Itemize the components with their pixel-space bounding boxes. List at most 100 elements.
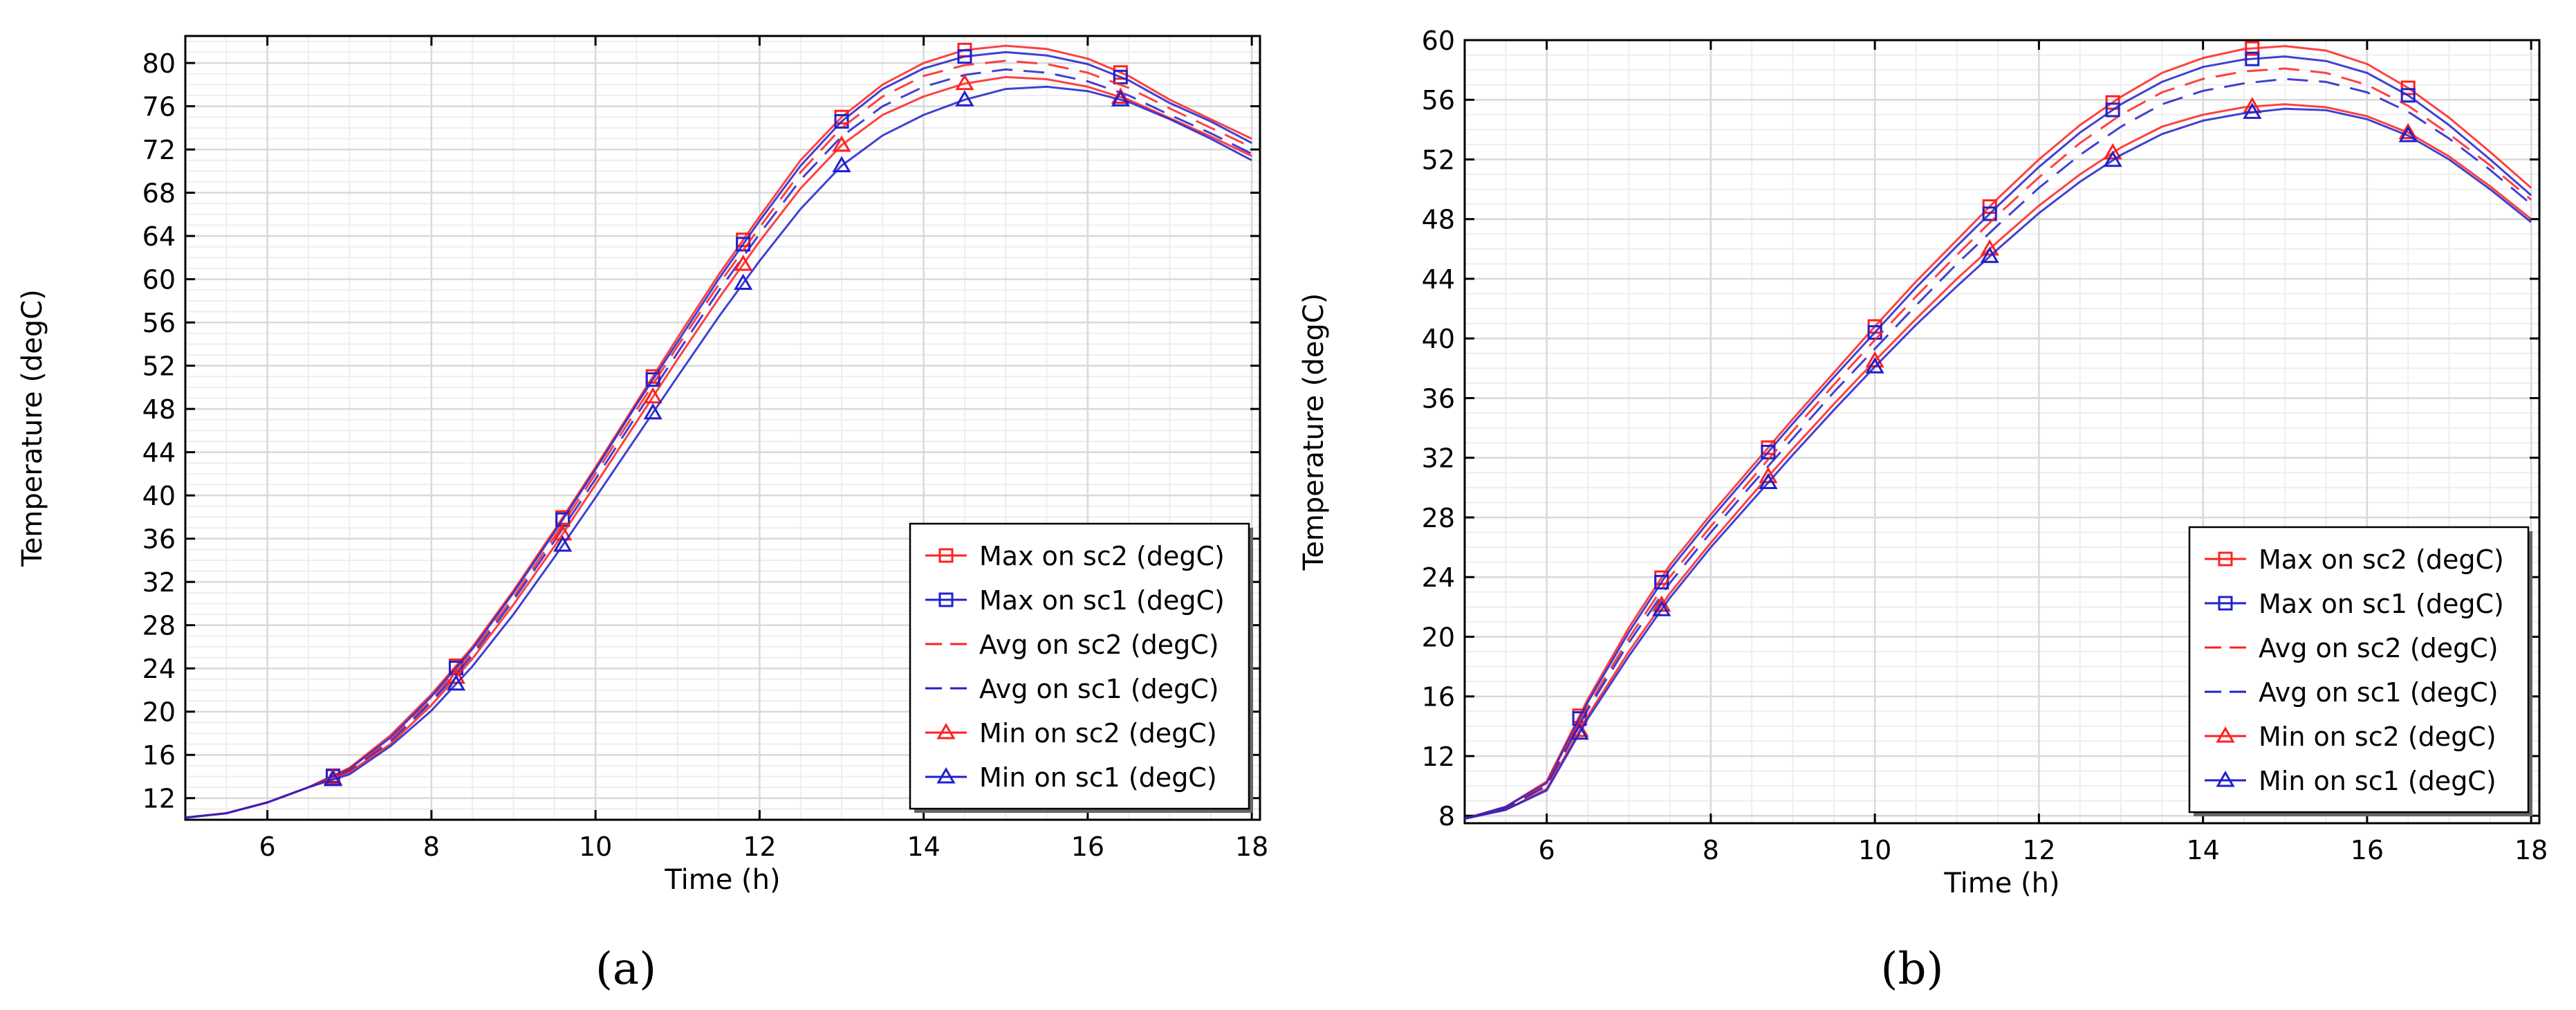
series-marker-triangle — [553, 535, 573, 552]
series-marker-triangle — [1652, 600, 1671, 616]
chart-panel-b: 8 12 16 20 24 28 32 36 40 44 48 52 56 60 6 8 10 12 14 16 18 T… — [1298, 26, 2548, 995]
series-marker-triangle — [1111, 87, 1130, 104]
series-line-3 — [1464, 77, 2532, 820]
x-tick-label: 16 — [2351, 835, 2384, 865]
y-tick-label: 20 — [1422, 622, 1455, 652]
series-line-5 — [1464, 107, 2532, 820]
y-tick-label: 60 — [142, 265, 176, 295]
series-marker-square — [2245, 41, 2260, 56]
y-tick-label: 32 — [142, 567, 176, 598]
y-tick-label: 28 — [1422, 503, 1455, 533]
x-tick-label: 18 — [2514, 835, 2548, 865]
x-axis-label: Time (h) — [664, 864, 780, 896]
y-tick-label: 12 — [1422, 742, 1455, 772]
series-marker-triangle — [1759, 472, 1778, 490]
x-tick-label: 6 — [1539, 835, 1555, 865]
legend-box — [909, 522, 1250, 810]
series-marker-triangle — [1570, 720, 1589, 737]
legend-marker-triangle — [936, 723, 956, 740]
series-marker-square — [1654, 575, 1669, 590]
y-tick-label: 40 — [1422, 324, 1455, 354]
x-tick-label: 12 — [743, 832, 776, 862]
y-tick-label: 36 — [142, 524, 176, 555]
y-tick-label: 44 — [142, 438, 176, 468]
x-tick-label: 14 — [907, 832, 940, 862]
series-marker-triangle — [832, 156, 851, 173]
x-tick-label: 10 — [1858, 835, 1891, 865]
y-tick-label: 52 — [1422, 145, 1455, 175]
x-tick-label: 8 — [1703, 835, 1719, 865]
y-tick-label: 32 — [1422, 443, 1455, 474]
legend-marker-triangle — [936, 767, 956, 784]
series-marker-triangle — [734, 255, 753, 271]
axis-frame — [1463, 39, 2541, 825]
x-tick-label: 14 — [2186, 835, 2219, 865]
series-marker-triangle — [2398, 122, 2418, 140]
series-marker-triangle — [955, 90, 974, 107]
x-tick-label: 10 — [579, 832, 612, 862]
series-line-1 — [185, 50, 1252, 819]
legend-marker-square — [2218, 596, 2233, 611]
legend-marker-square — [938, 548, 954, 563]
y-tick-label: 56 — [1422, 85, 1455, 116]
y-tick-label: 24 — [142, 654, 176, 684]
panel-label: (a) — [595, 944, 656, 995]
series-line-4 — [185, 75, 1252, 819]
legend-entry-label: Min on sc1 (degC) — [2259, 766, 2496, 796]
series-marker-square — [1982, 206, 1997, 221]
series-marker-square — [957, 49, 972, 64]
series-marker-triangle — [1980, 239, 1999, 256]
legend-entry-label: Min on sc2 (degC) — [2259, 722, 2496, 752]
y-tick-label: 52 — [142, 351, 176, 382]
y-tick-label: 64 — [142, 221, 176, 252]
legend-box — [2188, 526, 2530, 814]
series-marker-triangle — [1865, 357, 1884, 374]
x-tick-label: 18 — [1235, 832, 1268, 862]
series-marker-square — [2245, 51, 2260, 66]
series-marker-square — [2400, 80, 2416, 95]
legend-entry-label: Max on sc1 (degC) — [979, 585, 1225, 616]
series-marker-triangle — [323, 769, 343, 787]
x-tick-label: 12 — [2022, 835, 2055, 865]
legend-entry-label: Avg on sc2 (degC) — [2259, 633, 2499, 663]
series-line-0 — [1464, 45, 2532, 820]
legend-entry-label: Avg on sc1 (degC) — [2259, 677, 2499, 708]
legend-marker-square — [2218, 551, 2233, 567]
series-marker-square — [834, 113, 849, 129]
y-tick-label: 24 — [1422, 562, 1455, 593]
series-marker-triangle — [643, 403, 662, 420]
legend-marker-triangle — [2216, 771, 2235, 787]
legend-marker-triangle — [2216, 726, 2235, 743]
legend-entry-label: Avg on sc1 (degC) — [979, 674, 1219, 704]
series-marker-triangle — [832, 135, 851, 152]
series-marker-triangle — [1980, 246, 1999, 264]
y-axis-label: Temperature (degC) — [1298, 293, 1330, 571]
series-marker-triangle — [2103, 143, 2122, 160]
x-axis-label: Time (h) — [1943, 867, 2059, 899]
y-tick-label: 48 — [142, 394, 176, 425]
legend-entry-label: Max on sc2 (degC) — [2259, 544, 2504, 575]
x-tick-label: 6 — [259, 832, 276, 862]
panel-label: (b) — [1881, 944, 1944, 995]
y-tick-label: 44 — [1422, 264, 1455, 295]
legend-entry-label: Min on sc1 (degC) — [979, 762, 1217, 793]
y-tick-label: 80 — [142, 48, 176, 79]
y-tick-label: 72 — [142, 135, 176, 165]
series-marker-triangle — [734, 273, 753, 291]
y-tick-label: 68 — [142, 178, 176, 209]
series-marker-triangle — [2398, 126, 2418, 143]
y-tick-label: 12 — [142, 784, 176, 814]
series-line-2 — [1464, 67, 2532, 820]
series-marker-square — [2105, 102, 2120, 118]
series-line-3 — [185, 68, 1252, 819]
x-tick-label: 16 — [1071, 832, 1104, 862]
y-tick-label: 8 — [1438, 801, 1455, 832]
x-tick-label: 8 — [423, 832, 440, 862]
legend-entry-label: Max on sc2 (degC) — [979, 541, 1225, 571]
axis-frame — [184, 35, 1261, 821]
y-tick-label: 20 — [142, 697, 176, 728]
series-marker-triangle — [446, 674, 466, 691]
series-marker-square — [1113, 69, 1128, 84]
